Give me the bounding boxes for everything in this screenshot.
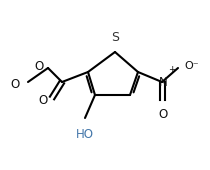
Text: N: N [159, 75, 167, 89]
Text: S: S [111, 31, 119, 44]
Text: O: O [11, 78, 20, 90]
Text: O: O [39, 94, 48, 106]
Text: HO: HO [76, 128, 94, 141]
Text: O: O [158, 108, 168, 121]
Text: O⁻: O⁻ [184, 61, 199, 71]
Text: +: + [168, 65, 176, 74]
Text: O: O [35, 59, 44, 72]
